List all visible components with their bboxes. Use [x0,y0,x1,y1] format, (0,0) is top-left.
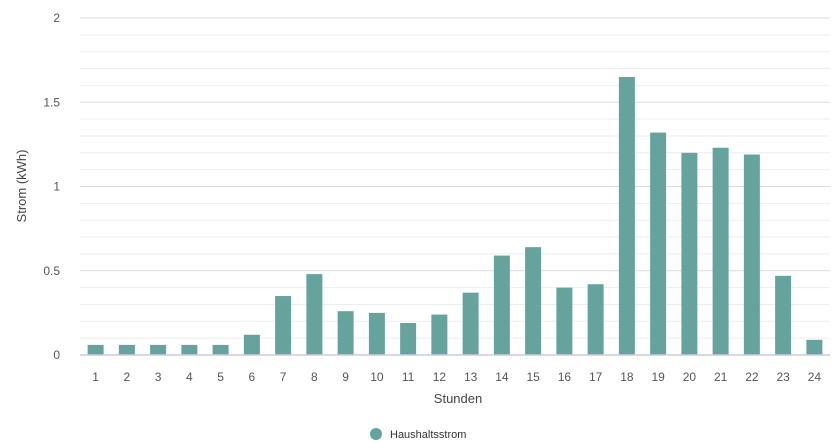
bar-3[interactable] [150,344,167,355]
x-tick-label: 22 [745,370,759,384]
x-tick-label: 10 [370,370,384,384]
bar-5[interactable] [212,344,229,355]
x-tick-label: 7 [280,370,287,384]
x-tick-label: 4 [186,370,193,384]
bar-8[interactable] [306,274,323,355]
bar-16[interactable] [556,287,573,355]
y-tick-label: 0 [53,348,60,362]
bar-11[interactable] [400,322,417,355]
x-tick-label: 19 [651,370,665,384]
y-tick-label: 2 [53,11,60,25]
x-tick-label: 24 [808,370,822,384]
bar-7[interactable] [275,296,292,355]
legend-marker[interactable] [370,428,382,440]
bar-18[interactable] [618,76,635,355]
bar-12[interactable] [431,314,448,355]
x-tick-label: 2 [124,370,131,384]
bar-1[interactable] [87,344,104,355]
x-tick-label: 21 [714,370,728,384]
bar-14[interactable] [493,255,510,355]
x-tick-label: 16 [558,370,572,384]
x-tick-label: 15 [526,370,540,384]
x-tick-label: 23 [776,370,790,384]
x-tick-label: 14 [495,370,509,384]
bar-4[interactable] [181,344,198,355]
bar-series [87,76,823,355]
x-tick-label: 11 [402,370,415,384]
legend[interactable]: Haushaltsstrom [370,428,466,441]
x-tick-label: 20 [683,370,697,384]
y-tick-label: 0.5 [43,264,60,278]
y-tick-label: 1 [53,180,60,194]
bar-10[interactable] [368,312,385,355]
bar-24[interactable] [806,339,823,355]
x-tick-label: 9 [342,370,349,384]
x-tick-label: 6 [249,370,256,384]
bar-21[interactable] [712,147,729,355]
bar-22[interactable] [743,154,760,355]
bar-15[interactable] [525,247,542,355]
y-axis-title: Strom (kWh) [14,150,29,223]
bar-13[interactable] [462,292,479,355]
x-tick-label: 1 [92,370,99,384]
bar-20[interactable] [681,152,698,355]
x-tick-label: 12 [433,370,447,384]
x-tick-label: 18 [620,370,634,384]
bar-2[interactable] [118,344,135,355]
y-tick-label: 1.5 [43,95,60,109]
bar-9[interactable] [337,311,354,355]
x-axis-title: Stunden [434,391,482,406]
bar-6[interactable] [243,334,260,355]
x-tick-label: 17 [589,370,603,384]
grid-lines [80,17,830,339]
axes: 00.511.521 2 3 4 5 6 7 8 9 10 11 12 13 14 15 16 17 18 19 20… [43,11,830,384]
bar-23[interactable] [775,275,792,355]
bar-17[interactable] [587,284,604,355]
x-tick-label: 5 [217,370,224,384]
x-tick-label: 13 [464,370,478,384]
legend-label[interactable]: Haushaltsstrom [390,429,466,441]
x-tick-label: 8 [311,370,318,384]
x-tick-label: 3 [155,370,162,384]
bar-19[interactable] [650,132,667,355]
